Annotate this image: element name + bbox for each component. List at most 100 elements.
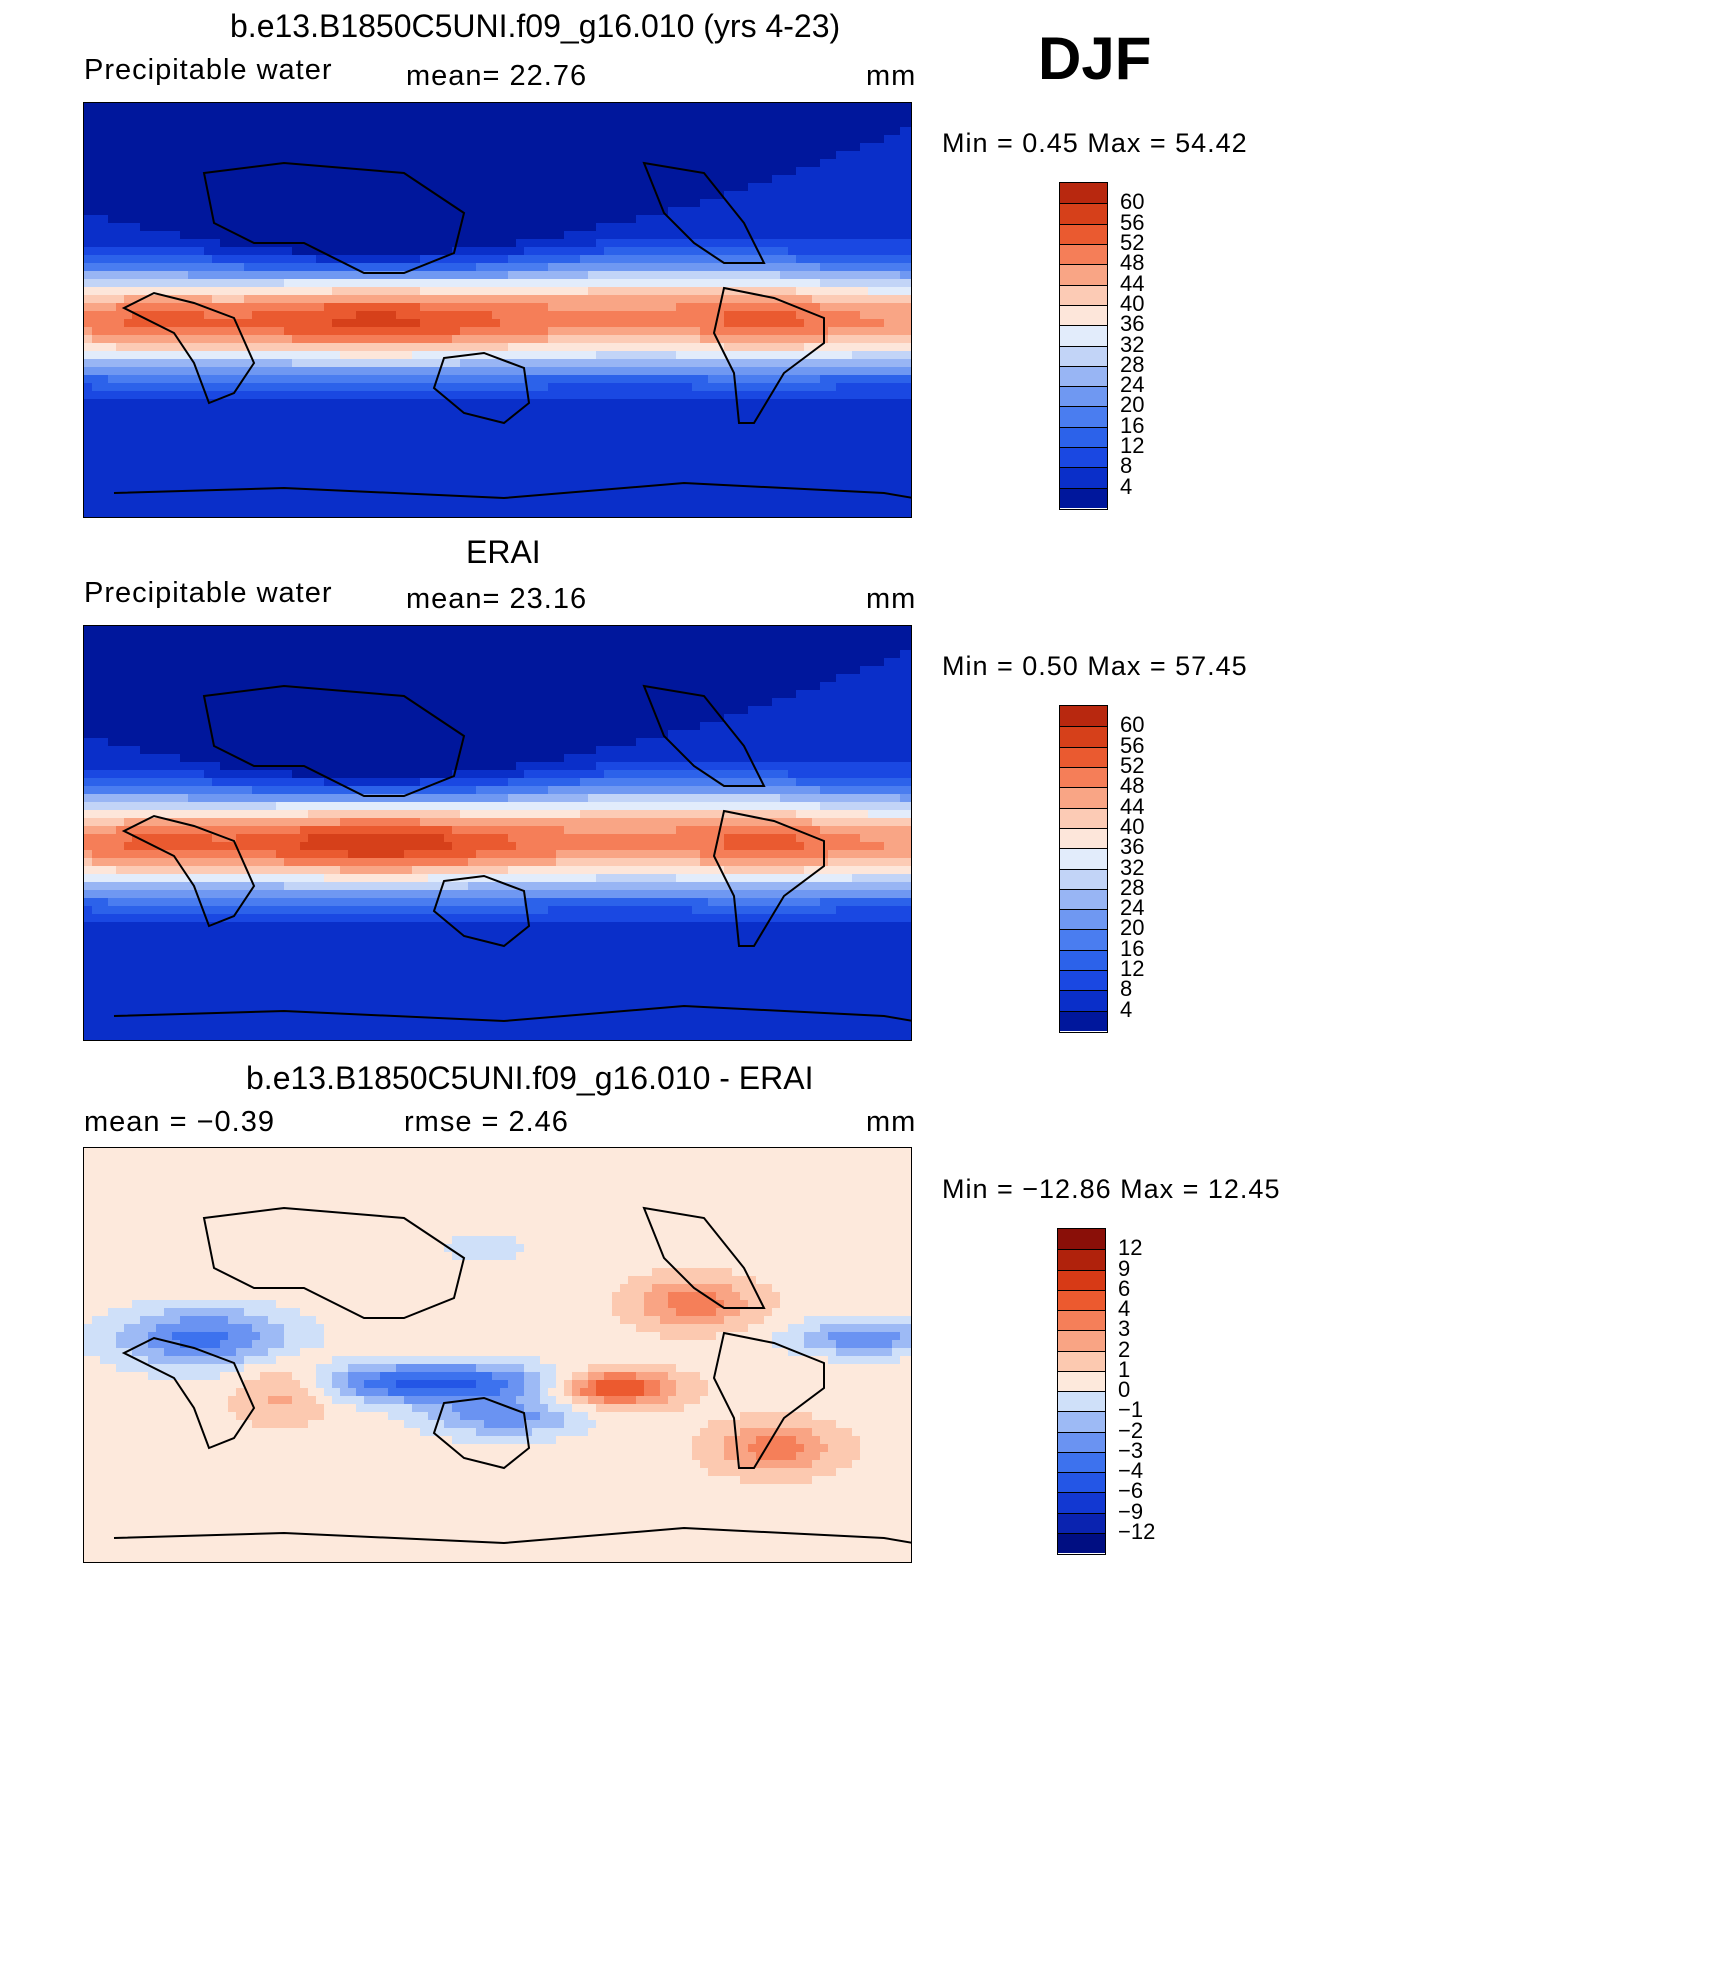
colorbar-box: [1058, 1492, 1105, 1513]
coastline: [113, 1004, 911, 1023]
colorbar-label: −1: [1118, 1397, 1144, 1423]
colorbar-box: [1058, 1229, 1105, 1250]
colorbar-label: 44: [1120, 270, 1145, 296]
colorbar-box: [1060, 325, 1107, 346]
colorbar-box: [1060, 909, 1107, 930]
colorbar-label: 48: [1120, 773, 1145, 799]
colorbar-box: [1060, 345, 1107, 366]
colorbar-label: 9: [1118, 1255, 1131, 1281]
coastline: [712, 809, 825, 947]
colorbar-diff: [1057, 1228, 1106, 1555]
season-label: DJF: [1038, 25, 1152, 92]
coastline: [113, 1526, 911, 1545]
colorbar-box: [1058, 1431, 1105, 1452]
colorbar-box: [1060, 284, 1107, 305]
colorbar-box: [1060, 970, 1107, 991]
colorbar-box: [1060, 807, 1107, 828]
colorbar-label: 32: [1120, 854, 1145, 880]
colorbar-label: 4: [1118, 1296, 1131, 1321]
colorbar-box: [1060, 827, 1107, 849]
colorbar-label: 8: [1120, 976, 1133, 1002]
coastline: [202, 161, 466, 274]
colorbar-label: 12: [1120, 433, 1145, 459]
rmse-label-diff: rmse = 2.46: [404, 1106, 569, 1138]
colorbar-label: 4: [1120, 996, 1133, 1022]
colorbar-box: [1058, 1451, 1105, 1472]
colorbar-label: −9: [1118, 1498, 1144, 1524]
colorbar-label: 12: [1118, 1235, 1143, 1261]
colorbar-label: 8: [1120, 453, 1133, 479]
colorbar-box: [1060, 929, 1107, 950]
colorbar-box: [1060, 949, 1107, 971]
colorbar-label: 20: [1120, 915, 1145, 941]
panel-title-diff: b.e13.B1850C5UNI.f09_g16.010 - ERAI: [246, 1060, 814, 1096]
colorbar-box: [1058, 1370, 1105, 1391]
colorbar-label: 4: [1120, 473, 1133, 499]
colorbar-box: [1060, 406, 1107, 427]
colorbar-box: [1060, 766, 1107, 788]
colorbar-box: [1058, 1310, 1105, 1331]
colorbar-box: [1060, 706, 1107, 727]
coastline: [202, 684, 466, 797]
units-label-obs: mm: [866, 583, 917, 615]
panel-title-model: b.e13.B1850C5UNI.f09_g16.010 (yrs 4-23): [230, 8, 841, 44]
coastline: [642, 161, 766, 264]
colorbar-label: 3: [1118, 1316, 1131, 1342]
colorbar-box: [1060, 787, 1107, 808]
colorbar-box: [1060, 447, 1107, 468]
colorbar-box: [1058, 1411, 1105, 1432]
colorbar-box: [1058, 1249, 1105, 1270]
minmax-label-diff: Min = −12.86 Max = 12.45: [942, 1174, 1281, 1204]
map-field: [84, 626, 911, 1040]
map-model: [83, 102, 912, 518]
colorbar-label: 6: [1118, 1275, 1131, 1301]
colorbar-box: [1058, 1289, 1105, 1310]
colorbar-box: [1060, 848, 1107, 869]
colorbar-box: [1060, 990, 1107, 1011]
colorbar-label: 52: [1120, 752, 1145, 778]
colorbar-label: −2: [1118, 1417, 1144, 1443]
colorbar-label: 20: [1120, 392, 1145, 418]
coastline: [121, 291, 256, 405]
colorbar-box: [1060, 868, 1107, 889]
colorbar-box: [1060, 746, 1107, 767]
colorbar-label: 24: [1120, 372, 1145, 398]
colorbar-box: [1060, 386, 1107, 407]
colorbar-label: 16: [1120, 412, 1145, 438]
colorbar-box: [1060, 183, 1107, 204]
colorbar-label: 28: [1120, 351, 1145, 377]
colorbar-box: [1060, 243, 1107, 265]
coastline: [712, 1331, 825, 1469]
coastline: [432, 351, 531, 425]
colorbar-label: 44: [1120, 793, 1145, 819]
colorbar-label: 1: [1118, 1356, 1131, 1382]
colorbar-box: [1060, 264, 1107, 285]
coastline: [121, 814, 256, 928]
colorbar-box: [1058, 1269, 1105, 1290]
colorbar-label: 16: [1120, 935, 1145, 961]
colorbar-box: [1060, 726, 1107, 747]
colorbar-label: −4: [1118, 1458, 1144, 1483]
coastline: [642, 684, 766, 787]
colorbar-box: [1058, 1350, 1105, 1371]
minmax-label-obs: Min = 0.50 Max = 57.45: [942, 651, 1248, 681]
colorbar-obs: [1059, 705, 1108, 1033]
colorbar-model: [1059, 182, 1108, 510]
colorbar-box: [1058, 1472, 1105, 1493]
colorbar-label: −6: [1118, 1478, 1144, 1504]
colorbar-label: 36: [1120, 311, 1145, 337]
units-label-diff: mm: [866, 1106, 917, 1138]
colorbar-box: [1060, 223, 1107, 244]
map-obs: [83, 625, 912, 1041]
colorbar-label: 40: [1120, 813, 1145, 839]
coastline: [121, 1336, 256, 1450]
colorbar-label: 56: [1120, 209, 1145, 235]
colorbar-label: 32: [1120, 331, 1145, 357]
map-field: [84, 103, 911, 517]
coastline: [712, 286, 825, 424]
colorbar-label: 28: [1120, 874, 1145, 900]
coastline: [432, 1396, 531, 1470]
colorbar-label: 12: [1120, 956, 1145, 982]
colorbar-box: [1058, 1330, 1105, 1351]
units-label-model: mm: [866, 60, 917, 92]
